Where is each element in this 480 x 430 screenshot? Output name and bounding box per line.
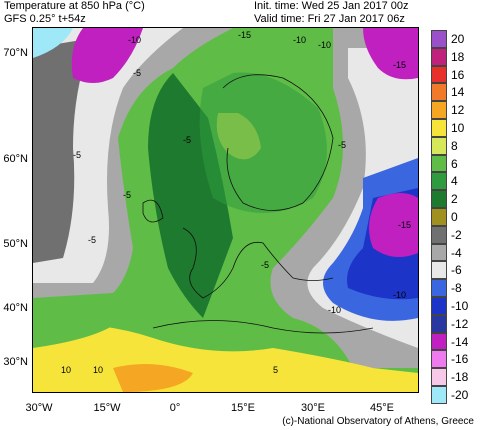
map-title: Temperature at 850 hPa (°C) [4, 0, 145, 12]
legend-label: -14 [451, 334, 469, 349]
field-pos-southwest [33, 304, 123, 348]
legend-label: -4 [451, 245, 462, 260]
legend-swatch [431, 261, 447, 280]
contour-label: -10 [393, 290, 406, 300]
coastline [142, 74, 374, 334]
field-neg-ne-pink [363, 28, 418, 80]
legend-swatch [431, 118, 447, 137]
legend-label: 8 [451, 138, 458, 153]
lon-label-0: 0° [169, 402, 181, 414]
lon-label-15w: 15°W [93, 402, 121, 414]
contour-label: -5 [261, 260, 269, 270]
contour-label: 10 [61, 365, 71, 375]
legend-swatch [431, 207, 447, 226]
contour-label: -15 [238, 30, 251, 40]
field-neg-nw-cyan [33, 28, 73, 58]
legend-swatch [431, 279, 447, 297]
contour-label: -5 [73, 150, 81, 160]
field-neg-east-magenta [369, 193, 418, 257]
legend-swatch [431, 65, 447, 84]
contour-label: 10 [93, 365, 103, 375]
contour-label: -15 [393, 60, 406, 70]
init-time: Init. time: Wed 25 Jan 2017 00z [254, 0, 409, 12]
lat-label-60: 60°N [3, 153, 28, 165]
credit-text: (c)-National Observatory of Athens, Gree… [282, 416, 474, 427]
legend-label: 16 [451, 67, 465, 82]
legend-swatch [431, 314, 447, 333]
legend-swatch [431, 83, 447, 102]
legend-label: -12 [451, 316, 469, 331]
field-neg-nw-magenta [71, 28, 143, 83]
legend-label: -2 [451, 227, 462, 242]
legend-swatch [431, 296, 447, 315]
lat-label-50: 50°N [3, 238, 28, 250]
field-pos-scandinavia-4 [199, 72, 327, 213]
lat-label-40: 40°N [3, 302, 28, 314]
contour-label: -10 [318, 40, 331, 50]
color-legend [431, 30, 447, 404]
legend-label: -18 [451, 370, 469, 385]
legend-swatch [431, 47, 447, 66]
field-neg-atlantic-dark [33, 38, 93, 263]
contour-labels: -10 -5 -5 -5 -5 -5 -5 -10 -10 -10 -15 -1… [61, 30, 411, 375]
legend-swatch [431, 136, 447, 155]
legend-label: 10 [451, 121, 465, 135]
legend-swatch [431, 332, 447, 351]
legend-label: 4 [451, 174, 458, 189]
lat-label-70: 70°N [3, 47, 28, 59]
contour-label: -15 [398, 220, 411, 230]
lat-label-30: 30°N [3, 356, 28, 368]
legend-label: 0 [451, 210, 458, 224]
contour-label: -5 [133, 68, 141, 78]
legend-label: -10 [451, 299, 469, 313]
legend-swatch [431, 190, 447, 208]
legend-label: 14 [451, 85, 465, 100]
legend-swatch [431, 30, 447, 48]
legend-swatch [431, 225, 447, 244]
contour-label: 5 [273, 365, 278, 375]
legend-label: 6 [451, 156, 458, 171]
legend-swatch [431, 368, 447, 386]
legend-label: 12 [451, 103, 465, 118]
contour-label: -5 [88, 235, 96, 245]
model-run: GFS 0.25° t+54z [4, 13, 86, 25]
lon-label-15e: 15°E [231, 402, 255, 414]
lon-label-45e: 45°E [370, 402, 394, 414]
contour-label: -10 [293, 35, 306, 45]
legend-label: 2 [451, 192, 458, 207]
contour-label: -5 [123, 190, 131, 200]
lon-label-30e: 30°E [301, 402, 325, 414]
legend-swatch [431, 172, 447, 191]
temperature-map: -10 -5 -5 -5 -5 -5 -5 -10 -10 -10 -15 -1… [32, 27, 419, 393]
field-pos-south-orange [113, 364, 193, 392]
legend-swatch [431, 350, 447, 369]
valid-time: Valid time: Fri 27 Jan 2017 06z [254, 13, 405, 25]
legend-swatch [431, 154, 447, 173]
legend-swatch [431, 385, 447, 404]
legend-swatch [431, 101, 447, 119]
legend-label: -20 [451, 388, 469, 402]
legend-label: 18 [451, 49, 465, 64]
contour-label: -10 [328, 305, 341, 315]
contour-label: -5 [183, 135, 191, 145]
legend-label: 20 [451, 32, 465, 46]
contour-label: -10 [128, 35, 141, 45]
legend-label: -6 [451, 263, 462, 278]
legend-label: -16 [451, 352, 469, 367]
lon-label-30w: 30°W [25, 402, 53, 414]
contour-label: -5 [338, 140, 346, 150]
legend-label: -8 [451, 281, 462, 296]
legend-swatch [431, 243, 447, 262]
